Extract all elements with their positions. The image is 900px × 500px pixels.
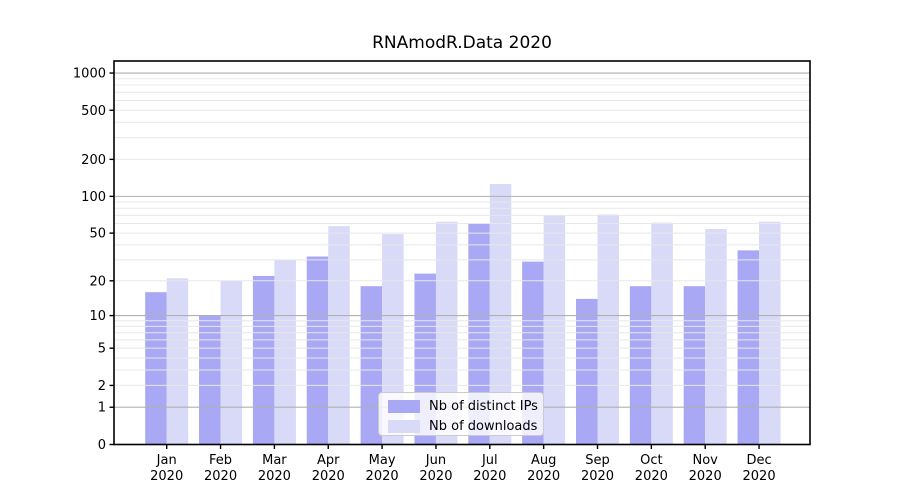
bar-distinct-ips <box>199 315 221 445</box>
x-tick-label-year: 2020 <box>581 469 614 484</box>
x-tick-label-year: 2020 <box>150 469 183 484</box>
y-tick-label: 500 <box>81 104 106 119</box>
bar-distinct-ips <box>737 250 760 445</box>
bar-distinct-ips <box>145 292 167 445</box>
y-tick-label: 1000 <box>73 67 106 82</box>
chart-legend: Nb of distinct IPs Nb of downloads <box>378 392 544 436</box>
plot-border <box>113 60 811 446</box>
x-tick-label-month: Dec <box>746 453 771 468</box>
bar-downloads <box>166 278 189 445</box>
chart-title: RNAmodR.Data 2020 <box>372 33 552 53</box>
x-tick-label-year: 2020 <box>743 469 776 484</box>
x-tick-label-year: 2020 <box>635 469 668 484</box>
x-tick-label-year: 2020 <box>527 469 560 484</box>
bar-distinct-ips <box>468 223 490 445</box>
bar-downloads <box>489 184 512 445</box>
legend-item-downloads: Nb of downloads <box>388 418 543 435</box>
legend-label-downloads: Nb of downloads <box>429 419 538 434</box>
y-tick-label: 0 <box>98 438 106 453</box>
y-tick-label: 10 <box>89 309 106 324</box>
y-tick-label: 1 <box>98 401 106 416</box>
x-tick-label-year: 2020 <box>473 469 506 484</box>
x-tick-label-year: 2020 <box>419 469 452 484</box>
y-tick-label: 2 <box>98 379 106 394</box>
x-tick-label-month: Aug <box>531 453 556 468</box>
x-tick-label-month: Jun <box>425 453 446 468</box>
x-tick-label-month: Feb <box>209 453 232 468</box>
x-tick-label-month: Jan <box>156 453 177 468</box>
x-tick-label-month: Mar <box>262 453 287 468</box>
bar-distinct-ips <box>576 298 598 445</box>
y-tick-label: 20 <box>89 274 106 289</box>
bar-distinct-ips <box>360 286 383 445</box>
x-tick-label-month: Sep <box>585 453 610 468</box>
x-tick-label-year: 2020 <box>204 469 237 484</box>
legend-label-distinct-ips: Nb of distinct IPs <box>429 399 538 414</box>
x-tick-label-year: 2020 <box>366 469 399 484</box>
y-tick-label: 200 <box>81 153 106 168</box>
x-tick-label-month: May <box>369 453 396 468</box>
bar-downloads <box>382 234 404 445</box>
x-tick-label-month: Jul <box>481 453 498 468</box>
bar-downloads <box>220 280 243 445</box>
x-tick-label-month: Oct <box>640 453 662 468</box>
bar-downloads <box>597 214 619 445</box>
legend-item-distinct-ips: Nb of distinct IPs <box>388 398 543 415</box>
x-tick-label-year: 2020 <box>312 469 345 484</box>
x-tick-label-month: Apr <box>317 453 340 468</box>
x-tick-label-year: 2020 <box>689 469 722 484</box>
bar-downloads <box>543 215 566 445</box>
bar-downloads <box>705 229 727 445</box>
bar-downloads <box>651 222 673 445</box>
bar-distinct-ips <box>629 286 652 445</box>
y-tick-label: 5 <box>98 342 106 357</box>
bar-downloads <box>274 259 296 445</box>
y-tick-label: 50 <box>89 227 106 242</box>
legend-swatch-distinct-ips <box>388 400 420 413</box>
bar-distinct-ips <box>306 256 329 445</box>
y-tick-label: 100 <box>81 190 106 205</box>
bar-downloads <box>328 226 350 445</box>
x-tick-label-year: 2020 <box>258 469 291 484</box>
legend-swatch-downloads <box>388 420 420 433</box>
bar-distinct-ips <box>683 286 706 445</box>
bar-distinct-ips <box>252 275 275 445</box>
x-tick-label-month: Nov <box>693 453 719 468</box>
